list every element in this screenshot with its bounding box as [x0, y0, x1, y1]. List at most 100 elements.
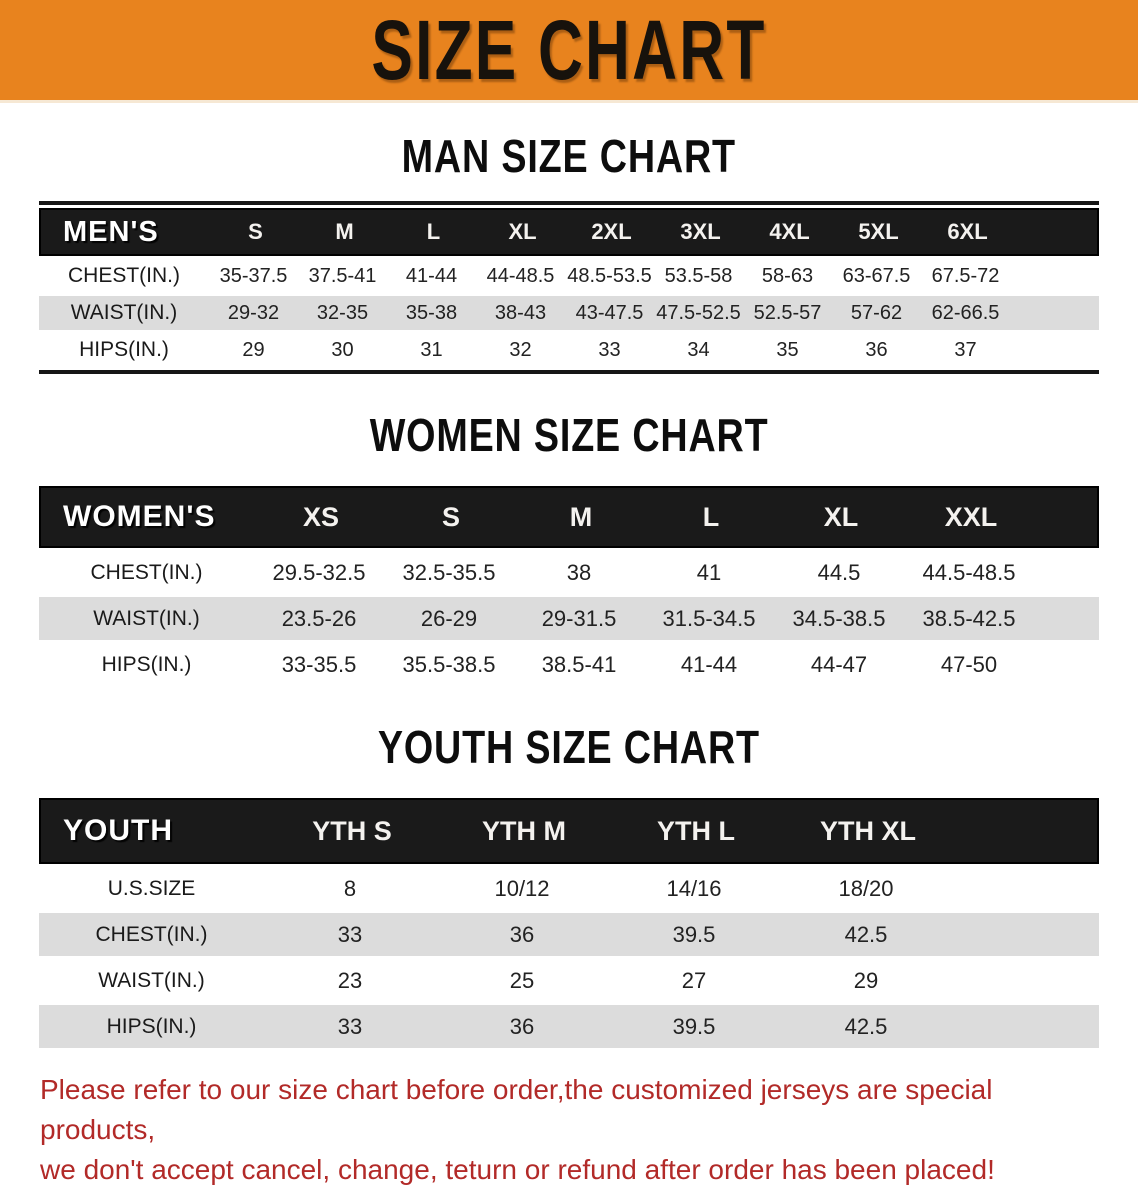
women-section-heading: WOMEN SIZE CHART	[0, 410, 1138, 460]
size-value: 53.5-58	[664, 264, 733, 287]
size-value: 39.5	[672, 921, 716, 947]
size-value: 18/20	[838, 875, 894, 901]
youth-section-heading: YOUTH SIZE CHART	[0, 722, 1138, 772]
size-value: 48.5-53.5	[567, 264, 652, 287]
size-value: 36	[509, 1013, 535, 1039]
size-value: 42.5	[844, 921, 888, 947]
men-col-s: S	[248, 219, 263, 244]
size-value: 32	[509, 338, 532, 361]
page-title: SIZE CHART	[371, 2, 767, 97]
men-table-header-row: MEN'S S M L XL 2XL 3XL 4XL 5XL 6XL	[39, 208, 1099, 256]
women-hips-row: HIPS(IN.) 33-35.5 35.5-38.5 38.5-41 41-4…	[39, 643, 1099, 686]
men-col-6xl: 6XL	[947, 219, 988, 244]
size-value: 44.5-48.5	[922, 559, 1016, 585]
size-value: 35-38	[405, 301, 458, 324]
men-col-2xl: 2XL	[591, 219, 632, 244]
men-chest-row: CHEST(IN.) 35-37.5 37.5-41 41-44 44-48.5…	[39, 259, 1099, 293]
row-label: WAIST(IN.)	[70, 301, 178, 324]
men-section: MAN SIZE CHART MEN'S S M L XL 2XL 3XL 4X…	[0, 131, 1138, 374]
size-value: 25	[509, 967, 535, 993]
size-value: 38.5-41	[541, 651, 617, 677]
youth-col-l: YTH L	[657, 815, 735, 846]
men-waist-row: WAIST(IN.) 29-32 32-35 35-38 38-43 43-47…	[39, 296, 1099, 330]
size-value: 32.5-35.5	[402, 559, 496, 585]
men-col-4xl: 4XL	[769, 219, 810, 244]
men-col-3xl: 3XL	[680, 219, 721, 244]
size-value: 33-35.5	[281, 651, 357, 677]
row-label: WAIST(IN.)	[98, 968, 205, 992]
size-value: 35-37.5	[219, 264, 288, 287]
size-value: 33	[598, 338, 621, 361]
size-value: 44-47	[810, 651, 868, 677]
women-section: WOMEN SIZE CHART WOMEN'S XS S M L XL XXL…	[0, 410, 1138, 686]
women-waist-row: WAIST(IN.) 23.5-26 26-29 29-31.5 31.5-34…	[39, 597, 1099, 640]
size-value: 44.5	[817, 559, 861, 585]
title-banner: SIZE CHART	[0, 0, 1138, 103]
size-value: 37.5-41	[308, 264, 377, 287]
size-value: 42.5	[844, 1013, 888, 1039]
women-section-heading-text: WOMEN SIZE CHART	[369, 409, 769, 461]
size-value: 8	[343, 875, 357, 901]
size-value: 34.5-38.5	[792, 605, 886, 631]
youth-chest-row: CHEST(IN.) 33 36 39.5 42.5	[39, 913, 1099, 956]
size-value: 47.5-52.5	[656, 301, 741, 324]
women-size-table: WOMEN'S XS S M L XL XXL CHEST(IN.) 29.5-…	[39, 486, 1099, 686]
row-label: CHEST(IN.)	[68, 264, 180, 287]
women-table-header-row: WOMEN'S XS S M L XL XXL	[39, 486, 1099, 548]
men-col-m: M	[335, 219, 354, 244]
men-hips-row: HIPS(IN.) 29 30 31 32 33 34 35 36 37	[39, 333, 1099, 367]
size-value: 30	[331, 338, 354, 361]
men-size-table: MEN'S S M L XL 2XL 3XL 4XL 5XL 6XL CHEST…	[39, 201, 1099, 374]
size-value: 14/16	[666, 875, 722, 901]
men-col-xl: XL	[508, 219, 537, 244]
size-value: 41-44	[680, 651, 738, 677]
size-value: 33	[337, 921, 363, 947]
women-col-xs: XS	[302, 501, 340, 532]
size-value: 41-44	[405, 264, 458, 287]
size-value: 33	[337, 1013, 363, 1039]
size-value: 57-62	[850, 301, 903, 324]
notice-line-2: we don't accept cancel, change, teturn o…	[40, 1154, 995, 1185]
women-col-s: S	[441, 501, 460, 532]
size-value: 62-66.5	[931, 301, 1000, 324]
men-table-label: MEN'S	[63, 215, 159, 248]
men-section-heading-text: MAN SIZE CHART	[401, 130, 737, 182]
size-value: 35.5-38.5	[402, 651, 496, 677]
youth-table-header-row: YOUTH YTH S YTH M YTH L YTH XL	[39, 798, 1099, 864]
size-value: 29-32	[227, 301, 280, 324]
women-col-m: M	[569, 501, 593, 532]
size-value: 38.5-42.5	[922, 605, 1016, 631]
row-label: CHEST(IN.)	[95, 922, 208, 946]
women-chest-row: CHEST(IN.) 29.5-32.5 32.5-35.5 38 41 44.…	[39, 551, 1099, 594]
size-value: 38	[566, 559, 592, 585]
size-value: 32-35	[316, 301, 369, 324]
youth-waist-row: WAIST(IN.) 23 25 27 29	[39, 959, 1099, 1002]
size-value: 29-31.5	[541, 605, 617, 631]
size-value: 31	[420, 338, 443, 361]
size-value: 47-50	[940, 651, 998, 677]
size-value: 36	[865, 338, 888, 361]
size-value: 63-67.5	[842, 264, 911, 287]
size-value: 23.5-26	[281, 605, 357, 631]
row-label: HIPS(IN.)	[106, 1014, 197, 1038]
size-value: 52.5-57	[753, 301, 822, 324]
youth-ussize-row: U.S.SIZE 8 10/12 14/16 18/20	[39, 867, 1099, 910]
size-value: 31.5-34.5	[662, 605, 756, 631]
size-value: 38-43	[494, 301, 547, 324]
row-label: HIPS(IN.)	[101, 652, 192, 676]
row-label: WAIST(IN.)	[93, 606, 200, 630]
women-table-label: WOMEN'S	[63, 500, 216, 533]
row-label: HIPS(IN.)	[79, 338, 169, 361]
size-value: 37	[954, 338, 977, 361]
size-value: 58-63	[761, 264, 814, 287]
row-label: U.S.SIZE	[107, 876, 196, 900]
size-value: 44-48.5	[486, 264, 555, 287]
size-value: 29.5-32.5	[272, 559, 366, 585]
youth-col-m: YTH M	[482, 815, 566, 846]
size-value: 36	[509, 921, 535, 947]
men-col-l: L	[426, 219, 441, 244]
size-value: 43-47.5	[575, 301, 644, 324]
youth-size-table: YOUTH YTH S YTH M YTH L YTH XL U.S.SIZE …	[39, 798, 1099, 1048]
size-value: 23	[337, 967, 363, 993]
